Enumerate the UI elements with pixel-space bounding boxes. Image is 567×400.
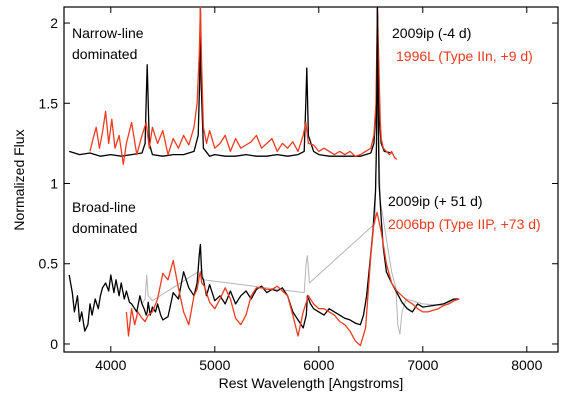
x-tick-label: 7000 [407,357,438,373]
annotation-broad-line-1: dominated [72,220,137,236]
x-axis-label: Rest Wavelength [Angstroms] [219,375,404,391]
spectrum-line-1 [89,6,398,165]
y-axis-label: Normalized Flux [11,129,27,230]
y-tick-label: 2 [50,15,58,31]
x-tick-label: 8000 [511,357,542,373]
annotation-top-red-line-0: 1996L (Type IIn, +9 d) [396,48,533,64]
series-layer [68,6,460,347]
x-tick-label: 6000 [303,357,334,373]
annotation-top-black-line-0: 2009ip (-4 d) [392,25,471,41]
y-tick-label: 1 [50,176,58,192]
plot-frame [63,6,559,353]
axis-ticks: 4000 5000 6000 7000 8000 0 0.5 1 1.5 2 [39,7,558,373]
y-tick-label: 1.5 [39,95,59,111]
annotation-broad-line-0: Broad-line [72,199,136,215]
spectrum-line-0 [69,6,392,157]
y-tick-label: 0 [50,336,58,352]
annotations: Narrow-line dominated Broad-line dominated 2… [72,25,541,236]
y-tick-label: 0.5 [39,256,59,272]
annotation-bot-black-line-0: 2009ip (+ 51 d) [388,193,483,209]
annotation-narrow-line-1: dominated [72,46,137,62]
annotation-narrow-line-0: Narrow-line [72,25,144,41]
x-tick-label: 4000 [95,357,126,373]
annotation-bot-red-line-0: 2006bp (Type IIP, +73 d) [388,216,541,232]
spectrum-line-3 [68,6,460,332]
spectrum-line-2 [141,6,460,335]
x-tick-label: 5000 [199,357,230,373]
spectrum-line-4 [125,211,460,347]
